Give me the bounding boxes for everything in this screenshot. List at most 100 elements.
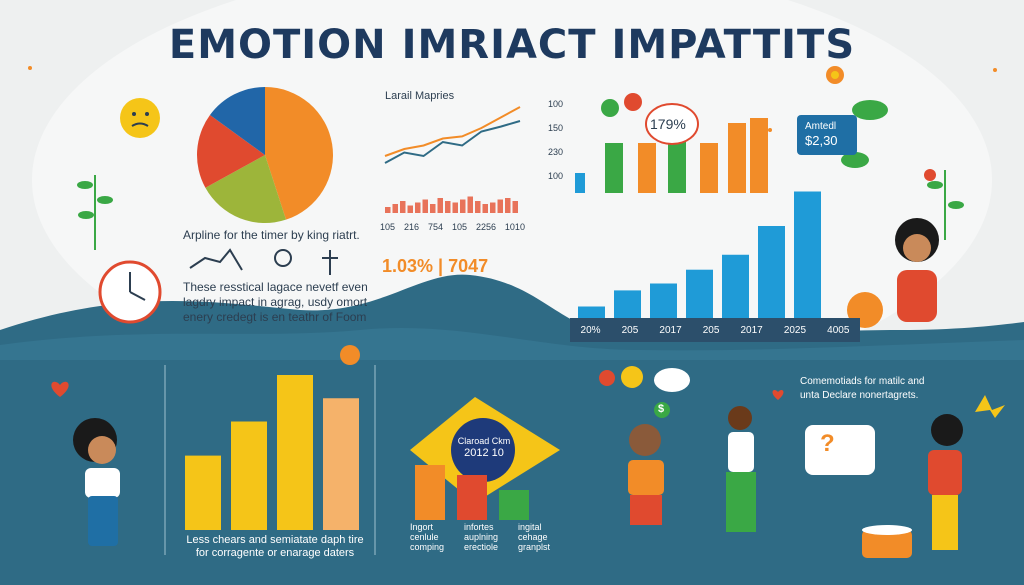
flag-bar-label: Ingort cenlule comping [410, 522, 445, 552]
line-x-tick: 105 [380, 222, 396, 232]
line-x-tick: 754 [427, 222, 443, 232]
heart-small-icon [772, 389, 784, 400]
bottom-bars-caption: Less chears and semiatate daph tire for … [186, 534, 364, 559]
mini-bar [385, 207, 391, 213]
girl-singing-icon [73, 418, 120, 546]
percent-badge: 179% [650, 116, 686, 132]
blue-bar [722, 254, 749, 318]
pie-slice [197, 115, 265, 188]
mini-bar [445, 201, 451, 213]
mini-bar [482, 204, 488, 213]
pie-slice [209, 87, 265, 155]
ticket-line1: Amtedl [805, 121, 837, 132]
line-x-tick: 105 [451, 222, 467, 232]
x-tick: 20% [580, 324, 601, 336]
leaf-icon [841, 100, 888, 168]
blue-bars-xaxis: 20% 205 2017 205 2017 2025 4005 [570, 318, 860, 342]
flag-bar [415, 465, 445, 520]
y-tick: 230 [548, 147, 564, 157]
top-bar [575, 173, 585, 193]
stat-text: 1.03% | 7047 [382, 256, 489, 276]
top-bar [700, 143, 718, 193]
page-title: EMOTION IMRIACT IMPATTITS [168, 22, 856, 68]
boy-icon [628, 424, 664, 525]
timeline-note: These resstical lagace nevetf even lagdr… [183, 280, 368, 324]
flag-bars-labels: Ingort cenlule comping infortes auplning… [410, 522, 550, 552]
right-note: Comemotiads for matilc and unta Declare … [800, 376, 925, 401]
x-tick: 2017 [740, 324, 763, 336]
blue-bar [614, 290, 641, 318]
girl-flag-icon [928, 414, 963, 550]
mini-bar [475, 201, 481, 213]
flower-decor-icon [340, 345, 360, 365]
ticket-label: Amtedl $2,30 [805, 120, 838, 148]
question-mark: ? [820, 430, 835, 457]
bottom-bar [231, 421, 267, 530]
flag-line2: 2012 10 [464, 447, 504, 459]
top-bar [668, 138, 686, 193]
flag-label: Claroad Ckm 2012 10 [455, 435, 513, 459]
mini-bar [400, 201, 406, 213]
x-tick: 2025 [783, 324, 807, 336]
chat-bubble-icon [654, 368, 690, 392]
line-x-tick: 1010 [504, 222, 525, 232]
dollar-symbol: $ [658, 403, 665, 415]
mini-bar [460, 199, 466, 213]
pie-caption: Arpline for the timer by king riatrt. [183, 228, 360, 242]
sparkle-icon [28, 66, 997, 132]
blue-bar [686, 269, 713, 318]
mini-bar [512, 201, 518, 213]
bottom-bar [185, 455, 221, 530]
flag-circle-icon [451, 418, 515, 482]
mini-bar [422, 199, 428, 213]
mini-figure-icon [322, 250, 338, 275]
person-icon [895, 218, 939, 322]
flower-icon [826, 66, 936, 181]
heart-icon [51, 381, 69, 397]
ticket-line2: $2,30 [805, 133, 838, 148]
line-chart-xlabels: 105 216 754 105 2256 1010 [380, 222, 525, 232]
blue-bar [758, 226, 785, 318]
flag-bar [457, 475, 487, 520]
mini-bar [407, 205, 413, 213]
top-bar [605, 143, 623, 193]
x-tick: 4005 [827, 324, 850, 336]
line-x-tick: 216 [403, 222, 420, 232]
drum-icon [862, 525, 912, 558]
flag-bar [499, 490, 529, 520]
mini-bar [430, 204, 436, 213]
mini-bar [505, 198, 511, 213]
y-tick: 150 [548, 123, 564, 133]
top-bars-ylabels: 100 150 230 100 [548, 92, 563, 188]
mini-line-icon [189, 248, 243, 271]
mini-bar [437, 198, 443, 213]
y-tick: 100 [548, 171, 564, 181]
dollar-coin-icon [654, 402, 670, 418]
bottom-bar [277, 375, 313, 530]
mini-bar [452, 202, 458, 213]
flag-line1: Claroad Ckm [457, 436, 511, 446]
flag-bar-label: infortes auplning erectiole [463, 522, 499, 552]
blue-bar [650, 283, 677, 318]
x-tick: 205 [621, 324, 639, 336]
pie-slice [205, 155, 287, 223]
top-bar [750, 118, 768, 193]
line-x-tick: 2256 [475, 222, 496, 232]
woman-walking-icon [726, 406, 756, 532]
line-chart-title: Larail Mapries [385, 90, 455, 102]
blue-bar [794, 191, 821, 318]
bottom-bar [323, 398, 359, 530]
clock-icon [98, 260, 162, 324]
plant-icon [77, 170, 964, 250]
star-icon [975, 395, 1005, 418]
mini-bar [490, 202, 496, 213]
